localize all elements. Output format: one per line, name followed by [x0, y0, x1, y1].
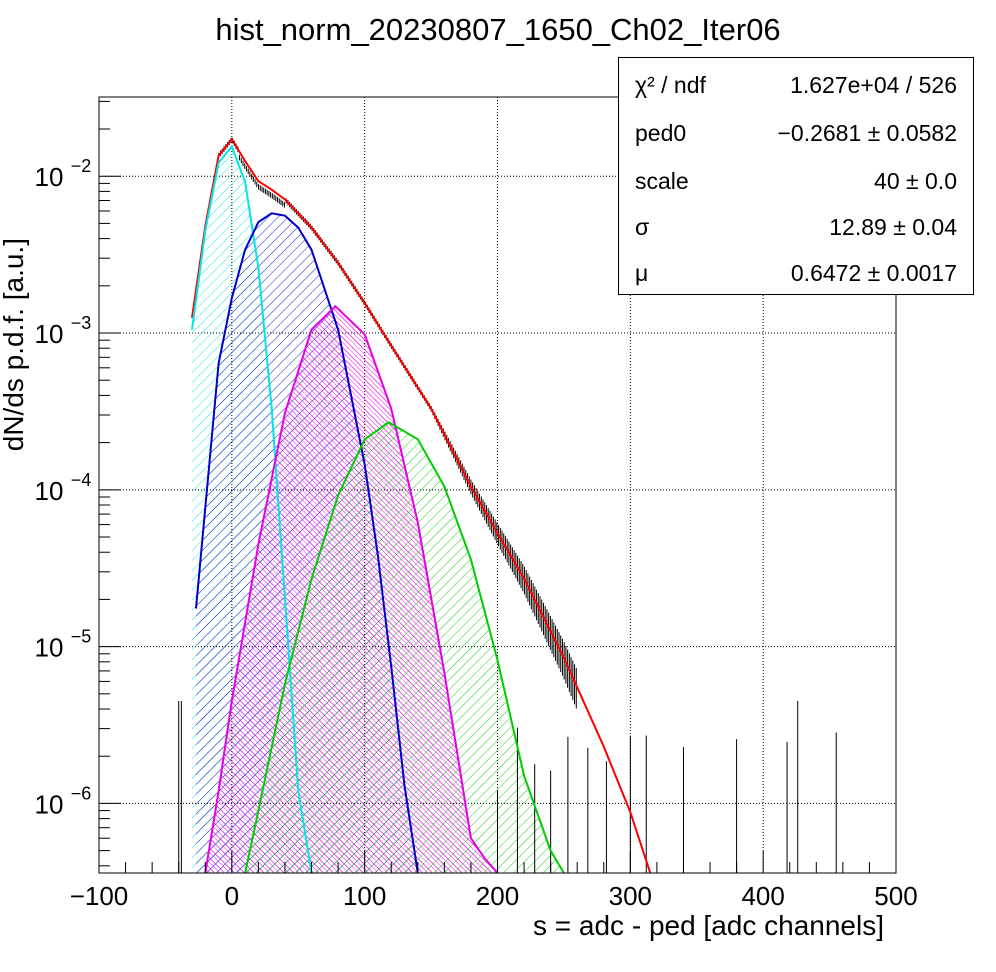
- x-tick-label: 500: [874, 881, 917, 911]
- component-fills: [192, 146, 564, 873]
- stats-value: −0.2681 ± 0.0582: [777, 120, 957, 146]
- stats-row-sigma: σ 12.89 ± 0.04: [619, 208, 973, 255]
- stats-value: 40 ± 0.0: [874, 168, 957, 194]
- stats-row-chi2: χ² / ndf 1.627e+04 / 526: [619, 66, 973, 113]
- y-tick-label: 10: [35, 319, 64, 349]
- fit-curve-1: [191, 144, 313, 873]
- x-tick-label: 300: [609, 881, 652, 911]
- y-tick-exponent: −6: [71, 783, 92, 803]
- x-tick-label: 400: [741, 881, 784, 911]
- x-axis-label: s = adc - ped [adc channels]: [533, 910, 884, 941]
- x-tick-label: 200: [476, 881, 519, 911]
- y-tick-label: 10: [35, 162, 64, 192]
- stats-row-mu: μ 0.6472 ± 0.0017: [619, 254, 973, 301]
- y-axis-label: dN/ds p.d.f. [a.u.]: [0, 238, 29, 452]
- axes: −100 0 100 200 300 400 500 10 −6 10 −5 10 −4 10 −3 10 −2: [35, 96, 918, 911]
- stats-label: scale: [635, 168, 689, 194]
- stats-value: 12.89 ± 0.04: [829, 214, 957, 240]
- stats-label: σ: [635, 214, 650, 240]
- component-fill-4: [245, 422, 564, 873]
- stats-label: μ: [635, 260, 649, 286]
- stats-value: 0.6472 ± 0.0017: [790, 260, 957, 286]
- fit-curve-3: [204, 304, 499, 873]
- fit-curve-2: [195, 212, 419, 873]
- y-tick-label: 10: [35, 633, 64, 663]
- y-tick-label: 10: [35, 789, 64, 819]
- stats-label: ped0: [635, 120, 687, 146]
- x-tick-label: 100: [343, 881, 386, 911]
- fit-curve-0: [191, 137, 652, 873]
- y-tick-exponent: −5: [71, 627, 92, 647]
- y-tick-exponent: −2: [71, 156, 92, 176]
- y-tick-label: 10: [35, 476, 64, 506]
- x-tick-label: 0: [225, 881, 239, 911]
- x-tick-label: −100: [70, 881, 129, 911]
- fit-curves: [191, 137, 652, 873]
- stats-row-ped0: ped0 −0.2681 ± 0.0582: [619, 114, 973, 161]
- y-tick-exponent: −3: [71, 313, 92, 333]
- stats-value: 1.627e+04 / 526: [790, 72, 957, 98]
- y-tick-exponent: −4: [71, 470, 92, 490]
- stats-row-scale: scale 40 ± 0.0: [619, 162, 973, 209]
- stats-label: χ² / ndf: [635, 72, 706, 98]
- stats-box: χ² / ndf 1.627e+04 / 526 ped0 −0.2681 ± …: [618, 57, 974, 295]
- chart-title: hist_norm_20230807_1650_Ch02_Iter06: [215, 12, 781, 47]
- fit-curve-4: [244, 421, 565, 873]
